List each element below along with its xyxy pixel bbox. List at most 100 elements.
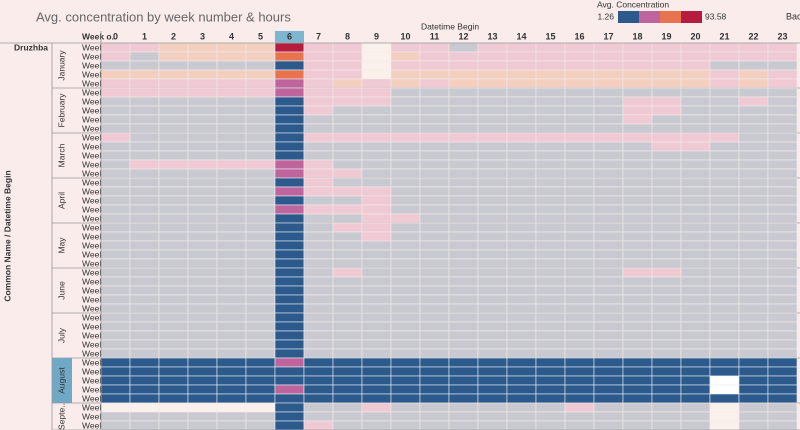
cell <box>187 339 218 350</box>
cell <box>187 294 218 305</box>
cell <box>477 177 508 188</box>
week-label: Week 19 <box>82 231 116 241</box>
cell <box>564 321 595 332</box>
cell <box>651 105 682 116</box>
cell <box>680 132 711 143</box>
cell <box>593 393 624 404</box>
cell <box>709 204 740 215</box>
cell <box>332 267 363 278</box>
cell <box>651 150 682 161</box>
cell <box>767 312 798 323</box>
cell <box>158 375 189 386</box>
x-tick-label: 3 <box>200 31 205 41</box>
cell <box>709 366 740 377</box>
cell <box>274 78 305 89</box>
cell <box>680 51 711 62</box>
cell <box>680 366 711 377</box>
x-tick-label: 1 <box>142 31 147 41</box>
cell <box>361 132 392 143</box>
cell <box>477 168 508 179</box>
cell <box>622 132 653 143</box>
cell <box>622 321 653 332</box>
cell <box>245 339 276 350</box>
cell <box>216 375 247 386</box>
cell <box>622 168 653 179</box>
cell <box>332 375 363 386</box>
cell <box>129 186 160 197</box>
cell <box>419 78 450 89</box>
cell <box>216 420 247 430</box>
cell <box>158 312 189 323</box>
cell <box>593 204 624 215</box>
cell <box>361 276 392 287</box>
x-tick-label: 8 <box>345 31 350 41</box>
cell <box>564 231 595 242</box>
cell <box>564 159 595 170</box>
cell <box>564 420 595 430</box>
cell <box>332 231 363 242</box>
cell <box>506 276 537 287</box>
back-button[interactable]: Back <box>786 11 800 21</box>
cell <box>390 294 421 305</box>
cell <box>158 330 189 341</box>
cell <box>651 231 682 242</box>
cell <box>419 366 450 377</box>
cell <box>738 78 769 89</box>
cell <box>535 339 566 350</box>
cell <box>274 141 305 152</box>
cell <box>738 114 769 125</box>
cell <box>535 204 566 215</box>
cell <box>129 321 160 332</box>
cell <box>709 258 740 269</box>
cell <box>245 195 276 206</box>
cell <box>593 222 624 233</box>
cell <box>651 177 682 188</box>
cell <box>564 69 595 80</box>
cell <box>709 87 740 98</box>
cell <box>274 339 305 350</box>
week-label: Week 31 <box>82 348 116 358</box>
cell <box>622 204 653 215</box>
cell <box>187 213 218 224</box>
cell <box>535 87 566 98</box>
cell <box>767 375 798 386</box>
cell <box>129 87 160 98</box>
cell <box>651 213 682 224</box>
legend-swatch <box>618 11 639 23</box>
week-label: Week 18 <box>82 222 116 232</box>
cell <box>303 312 334 323</box>
cell <box>506 258 537 269</box>
cell <box>216 60 247 71</box>
cell <box>158 114 189 125</box>
cell <box>448 366 479 377</box>
cell <box>622 231 653 242</box>
cell <box>738 276 769 287</box>
cell <box>506 87 537 98</box>
cell <box>187 150 218 161</box>
cell <box>448 285 479 296</box>
empty-cell <box>361 60 392 71</box>
cell <box>535 366 566 377</box>
cell <box>738 294 769 305</box>
cell <box>390 366 421 377</box>
cell <box>361 96 392 107</box>
cell <box>390 168 421 179</box>
cell <box>709 177 740 188</box>
cell <box>419 105 450 116</box>
cell <box>419 222 450 233</box>
cell <box>158 186 189 197</box>
cell <box>274 366 305 377</box>
cell <box>593 285 624 296</box>
cell <box>767 420 798 430</box>
cell <box>274 60 305 71</box>
cell <box>593 339 624 350</box>
cell <box>245 42 276 53</box>
cell <box>129 231 160 242</box>
cell <box>448 96 479 107</box>
cell <box>274 96 305 107</box>
cell <box>390 213 421 224</box>
cell <box>187 177 218 188</box>
cell <box>303 168 334 179</box>
cell <box>506 420 537 430</box>
cell <box>767 42 798 53</box>
